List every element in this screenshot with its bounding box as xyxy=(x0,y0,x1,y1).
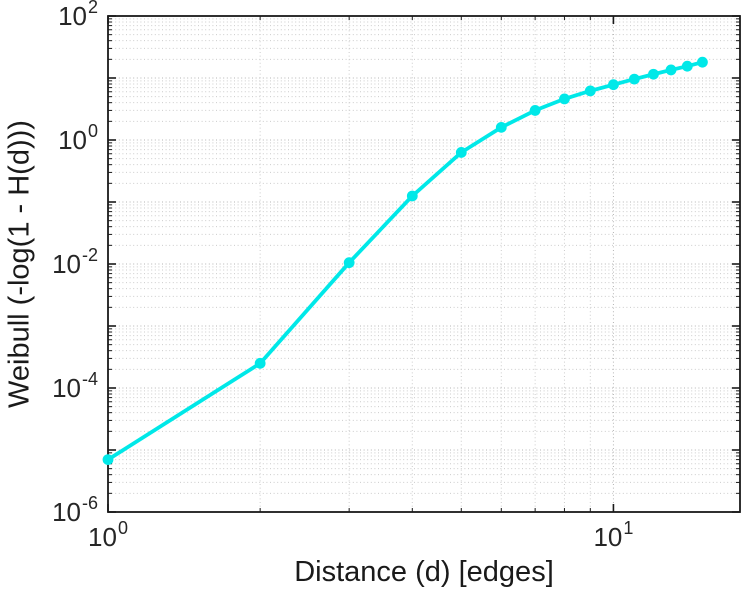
data-point xyxy=(406,190,418,202)
y-tick-label: 10-6 xyxy=(52,493,98,527)
data-point xyxy=(254,357,266,369)
x-axis-label: Distance (d) [edges] xyxy=(294,556,554,588)
y-tick-label: 102 xyxy=(58,0,98,31)
data-point xyxy=(628,73,640,85)
data-point xyxy=(495,121,507,133)
data-point xyxy=(697,56,708,68)
x-tick-label: 101 xyxy=(593,518,633,552)
data-point xyxy=(584,85,596,97)
data-point xyxy=(608,79,619,91)
x-tick-label: 100 xyxy=(88,518,128,552)
data-point xyxy=(648,68,659,80)
data-point xyxy=(529,105,541,116)
data-point xyxy=(343,257,355,269)
data-point xyxy=(559,93,570,105)
y-tick-label: 10-2 xyxy=(52,245,98,279)
y-tick-label: 10-4 xyxy=(52,369,98,403)
data-point xyxy=(665,64,677,76)
data-point xyxy=(455,147,467,158)
y-tick-label: 100 xyxy=(58,121,98,155)
y-axis-label: Weibull (-log(1 - H(d))) xyxy=(3,120,36,408)
data-point xyxy=(102,454,114,466)
data-point xyxy=(681,60,693,72)
